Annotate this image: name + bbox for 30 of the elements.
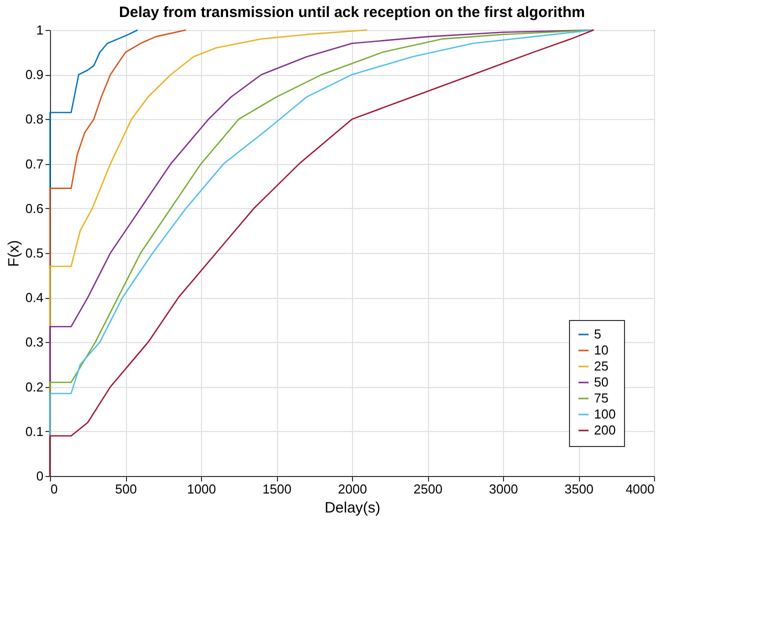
- legend-label: 75: [594, 390, 608, 406]
- y-tick-label: 0.8: [25, 112, 44, 127]
- y-tick-label: 1: [36, 22, 44, 38]
- legend-label: 200: [594, 422, 616, 438]
- y-tick-label: 0.4: [25, 290, 44, 306]
- x-tick-label: 1000: [187, 482, 216, 496]
- chart-title: Delay from transmission until ack reception on the first algorithm: [119, 4, 585, 21]
- x-tick-label: 0: [50, 482, 58, 496]
- y-tick-label: 0.3: [25, 334, 44, 350]
- y-axis-title: F(x): [5, 240, 22, 267]
- x-tick-label: 1500: [262, 482, 292, 496]
- y-tick-label: 0.1: [25, 424, 44, 439]
- legend-label: 50: [594, 374, 608, 390]
- legend-label: 10: [594, 342, 608, 358]
- x-tick-label: 3000: [489, 482, 518, 496]
- y-tick-label: 0.2: [25, 379, 44, 394]
- y-tick-label: 0.9: [25, 67, 44, 82]
- x-tick-label: 4000: [626, 482, 654, 496]
- legend-label: 25: [594, 358, 608, 374]
- y-tick-label: 0.5: [25, 246, 44, 260]
- x-tick-label: 500: [115, 482, 137, 496]
- x-tick-label: 2500: [414, 482, 442, 496]
- y-tick-label: 0: [36, 468, 44, 484]
- y-tick-label: 0.7: [25, 156, 44, 172]
- y-tick-label: 0.6: [25, 200, 44, 216]
- legend-label: 5: [594, 326, 602, 342]
- x-tick-label: 2000: [338, 482, 367, 496]
- legend-label: 100: [594, 406, 616, 422]
- x-axis-title: Delay(s): [324, 500, 380, 516]
- x-tick-label: 3500: [564, 482, 594, 496]
